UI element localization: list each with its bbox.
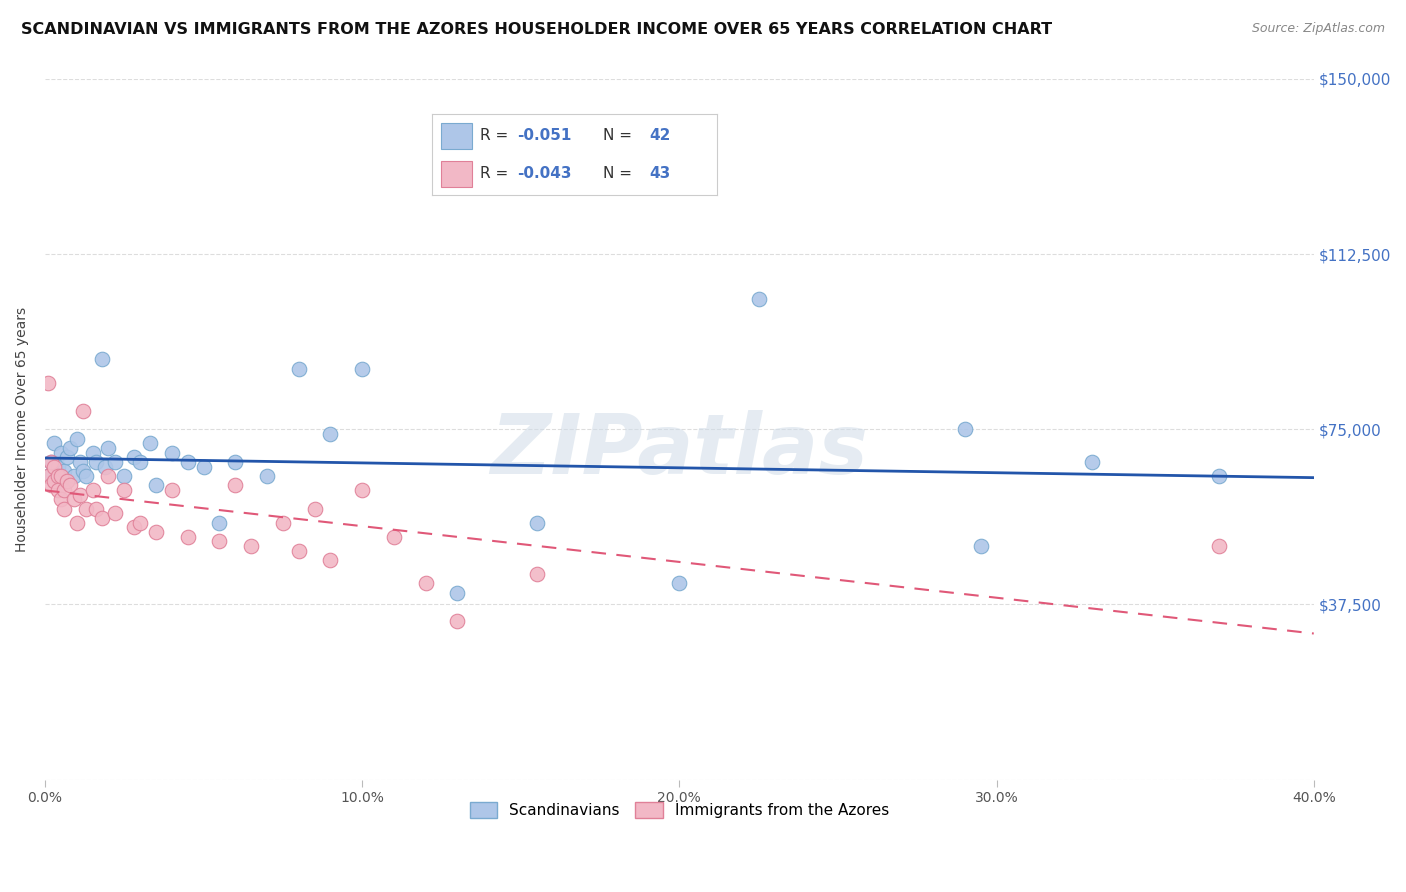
Point xyxy=(37,469,59,483)
Point xyxy=(668,576,690,591)
Point xyxy=(66,516,89,530)
Point xyxy=(112,469,135,483)
Text: ZIPatlas: ZIPatlas xyxy=(491,409,869,491)
Point xyxy=(97,441,120,455)
Point xyxy=(446,614,468,628)
Point xyxy=(75,469,97,483)
Point xyxy=(352,361,374,376)
Point xyxy=(1208,539,1230,553)
Point xyxy=(193,459,215,474)
Point xyxy=(91,352,114,367)
Point xyxy=(46,459,69,474)
Point xyxy=(72,464,94,478)
Point xyxy=(1208,469,1230,483)
Point xyxy=(49,469,72,483)
Point xyxy=(145,524,167,539)
Point xyxy=(104,455,127,469)
Text: Source: ZipAtlas.com: Source: ZipAtlas.com xyxy=(1251,22,1385,36)
Point xyxy=(287,361,309,376)
Y-axis label: Householder Income Over 65 years: Householder Income Over 65 years xyxy=(15,307,30,552)
Point xyxy=(46,469,69,483)
Point xyxy=(208,534,231,549)
Point xyxy=(224,478,246,492)
Point xyxy=(748,292,770,306)
Point xyxy=(319,427,342,442)
Point xyxy=(97,469,120,483)
Point xyxy=(240,539,263,553)
Point xyxy=(256,469,278,483)
Point xyxy=(304,501,326,516)
Point xyxy=(49,445,72,459)
Point xyxy=(69,488,91,502)
Point xyxy=(352,483,374,497)
Point xyxy=(49,474,72,488)
Point xyxy=(319,553,342,567)
Point xyxy=(382,530,405,544)
Point xyxy=(49,492,72,507)
Point xyxy=(62,469,84,483)
Point xyxy=(72,403,94,417)
Point xyxy=(39,455,62,469)
Point xyxy=(46,483,69,497)
Point xyxy=(160,483,183,497)
Point xyxy=(208,516,231,530)
Point xyxy=(37,469,59,483)
Point xyxy=(287,543,309,558)
Point xyxy=(82,483,104,497)
Point xyxy=(160,445,183,459)
Point xyxy=(44,474,66,488)
Point xyxy=(446,586,468,600)
Point xyxy=(84,501,107,516)
Point xyxy=(56,474,79,488)
Point xyxy=(94,459,117,474)
Point xyxy=(91,511,114,525)
Point xyxy=(1080,455,1102,469)
Point xyxy=(37,376,59,390)
Point xyxy=(53,483,76,497)
Point xyxy=(122,520,145,534)
Point xyxy=(177,530,200,544)
Point xyxy=(129,455,152,469)
Point xyxy=(62,492,84,507)
Point xyxy=(104,507,127,521)
Point xyxy=(526,516,548,530)
Point xyxy=(138,436,160,450)
Point xyxy=(53,464,76,478)
Point xyxy=(39,455,62,469)
Point xyxy=(122,450,145,465)
Text: SCANDINAVIAN VS IMMIGRANTS FROM THE AZORES HOUSEHOLDER INCOME OVER 65 YEARS CORR: SCANDINAVIAN VS IMMIGRANTS FROM THE AZOR… xyxy=(21,22,1052,37)
Point xyxy=(953,422,976,436)
Point xyxy=(53,501,76,516)
Point xyxy=(66,432,89,446)
Point xyxy=(84,455,107,469)
Point xyxy=(177,455,200,469)
Point xyxy=(970,539,993,553)
Point xyxy=(112,483,135,497)
Point xyxy=(69,455,91,469)
Point xyxy=(271,516,294,530)
Point xyxy=(415,576,437,591)
Point xyxy=(59,478,82,492)
Point xyxy=(59,441,82,455)
Point xyxy=(526,567,548,582)
Point xyxy=(224,455,246,469)
Point xyxy=(44,436,66,450)
Point xyxy=(82,445,104,459)
Point xyxy=(75,501,97,516)
Point xyxy=(56,450,79,465)
Legend: Scandinavians, Immigrants from the Azores: Scandinavians, Immigrants from the Azore… xyxy=(464,797,896,824)
Point xyxy=(44,459,66,474)
Point xyxy=(39,478,62,492)
Point xyxy=(145,478,167,492)
Point xyxy=(129,516,152,530)
